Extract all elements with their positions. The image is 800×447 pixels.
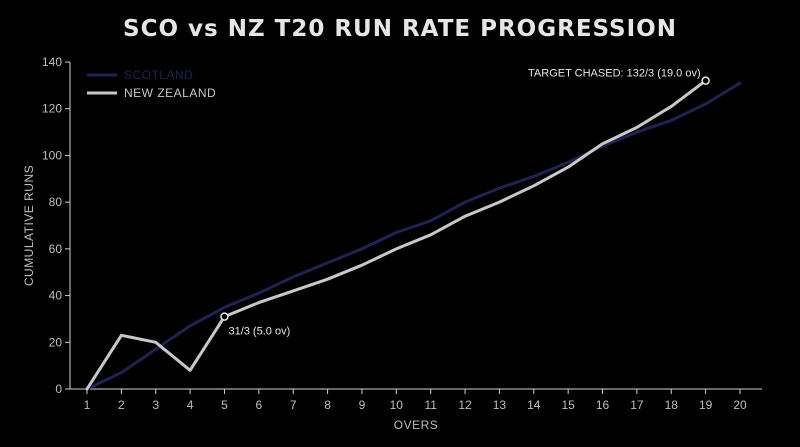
x-tick-label: 8 [324, 398, 331, 412]
x-tick-label: 18 [665, 398, 679, 412]
y-axis-label: CUMULATIVE RUNS [22, 165, 36, 286]
annotation-layer: 31/3 (5.0 ov) TARGET CHASED: 132/3 (19.0 … [220, 68, 710, 338]
y-tick-label: 20 [49, 335, 63, 349]
y-tick-label: 80 [49, 195, 63, 209]
annotation-label: TARGET CHASED: 132/3 (19.0 ov) [528, 68, 701, 80]
legend: SCOTLAND NEW ZEALAND [87, 68, 216, 100]
y-tick-label: 120 [42, 102, 62, 116]
x-tick-label: 14 [527, 398, 541, 412]
chart-title: SCO vs NZ T20 RUN RATE PROGRESSION [123, 16, 677, 42]
y-tick-label: 140 [42, 55, 62, 69]
legend-label: NEW ZEALAND [124, 86, 216, 100]
series-line-new-zealand [85, 79, 708, 391]
y-tick-label: 40 [49, 289, 63, 303]
x-tick-label: 2 [118, 398, 125, 412]
x-tick-label: 4 [187, 398, 194, 412]
y-tick-label: 100 [42, 148, 62, 162]
x-tick-label: 6 [255, 398, 262, 412]
series-line-scotland [85, 81, 742, 391]
x-tick-label: 11 [424, 398, 437, 412]
x-tick-label: 9 [359, 398, 366, 412]
annotation-label: 31/3 (5.0 ov) [228, 326, 290, 338]
x-tick-label: 12 [458, 398, 472, 412]
x-tick-label: 1 [84, 398, 91, 412]
x-tick-label: 20 [733, 398, 747, 412]
legend-label: SCOTLAND [124, 68, 193, 82]
annotation-marker [701, 76, 710, 85]
x-tick-label: 10 [390, 398, 404, 412]
x-tick-label: 17 [630, 398, 644, 412]
x-tick-label: 7 [290, 398, 297, 412]
x-tick-label: 3 [152, 398, 159, 412]
series-layer [85, 79, 742, 391]
y-tick-label: 60 [49, 242, 63, 256]
x-tick-label: 16 [596, 398, 610, 412]
x-tick-label: 15 [561, 398, 575, 412]
x-tick-label: 13 [493, 398, 507, 412]
x-axis-label: OVERS [394, 418, 439, 432]
x-tick-label: 19 [699, 398, 713, 412]
x-tick-label: 5 [221, 398, 228, 412]
y-tick-label: 0 [55, 382, 62, 396]
annotation-marker [220, 312, 229, 321]
